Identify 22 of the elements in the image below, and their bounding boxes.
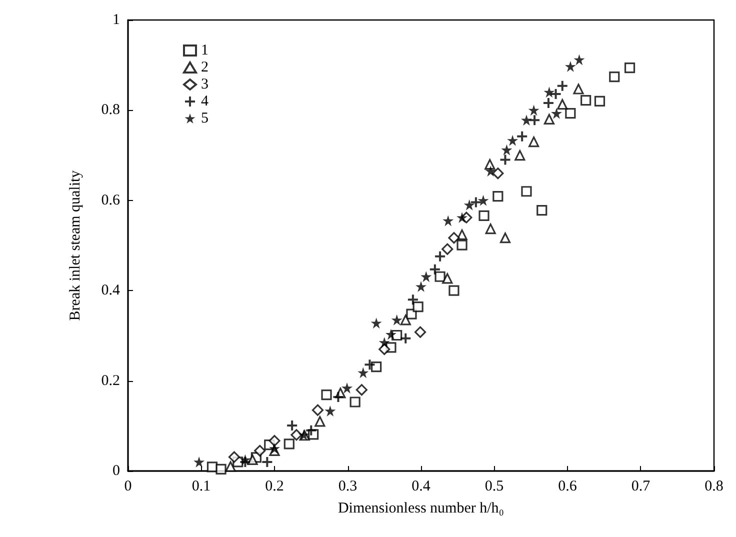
y-tick-label: 0.8 <box>101 102 120 118</box>
x-axis-title: Dimensionless number h/h₀ <box>338 500 504 516</box>
x-tick-label: 0.7 <box>631 478 651 494</box>
x-tick-label: 0.4 <box>412 478 431 494</box>
y-tick-label: 1 <box>112 12 120 28</box>
y-tick-label: 0.6 <box>101 192 120 208</box>
x-tick-label: 0.8 <box>704 478 724 494</box>
y-axis-title: Break inlet steam quality <box>68 170 84 321</box>
legend-label: 4 <box>201 94 209 110</box>
x-tick-label: 0.1 <box>192 478 211 494</box>
x-tick-label: 0.5 <box>484 478 504 494</box>
x-tick-label: 0.3 <box>338 478 358 494</box>
legend-label: 3 <box>201 76 208 92</box>
y-tick-label: 0.2 <box>101 372 120 389</box>
legend-label: 5 <box>201 110 208 126</box>
y-tick-label: 0.4 <box>101 282 120 299</box>
y-tick-label: 0 <box>112 463 120 479</box>
legend-label: 2 <box>201 60 208 76</box>
legend-label: 1 <box>201 42 208 58</box>
x-tick-label: 0 <box>124 478 132 494</box>
x-tick-label: 0.6 <box>558 478 578 494</box>
x-tick-label: 0.2 <box>265 478 284 494</box>
